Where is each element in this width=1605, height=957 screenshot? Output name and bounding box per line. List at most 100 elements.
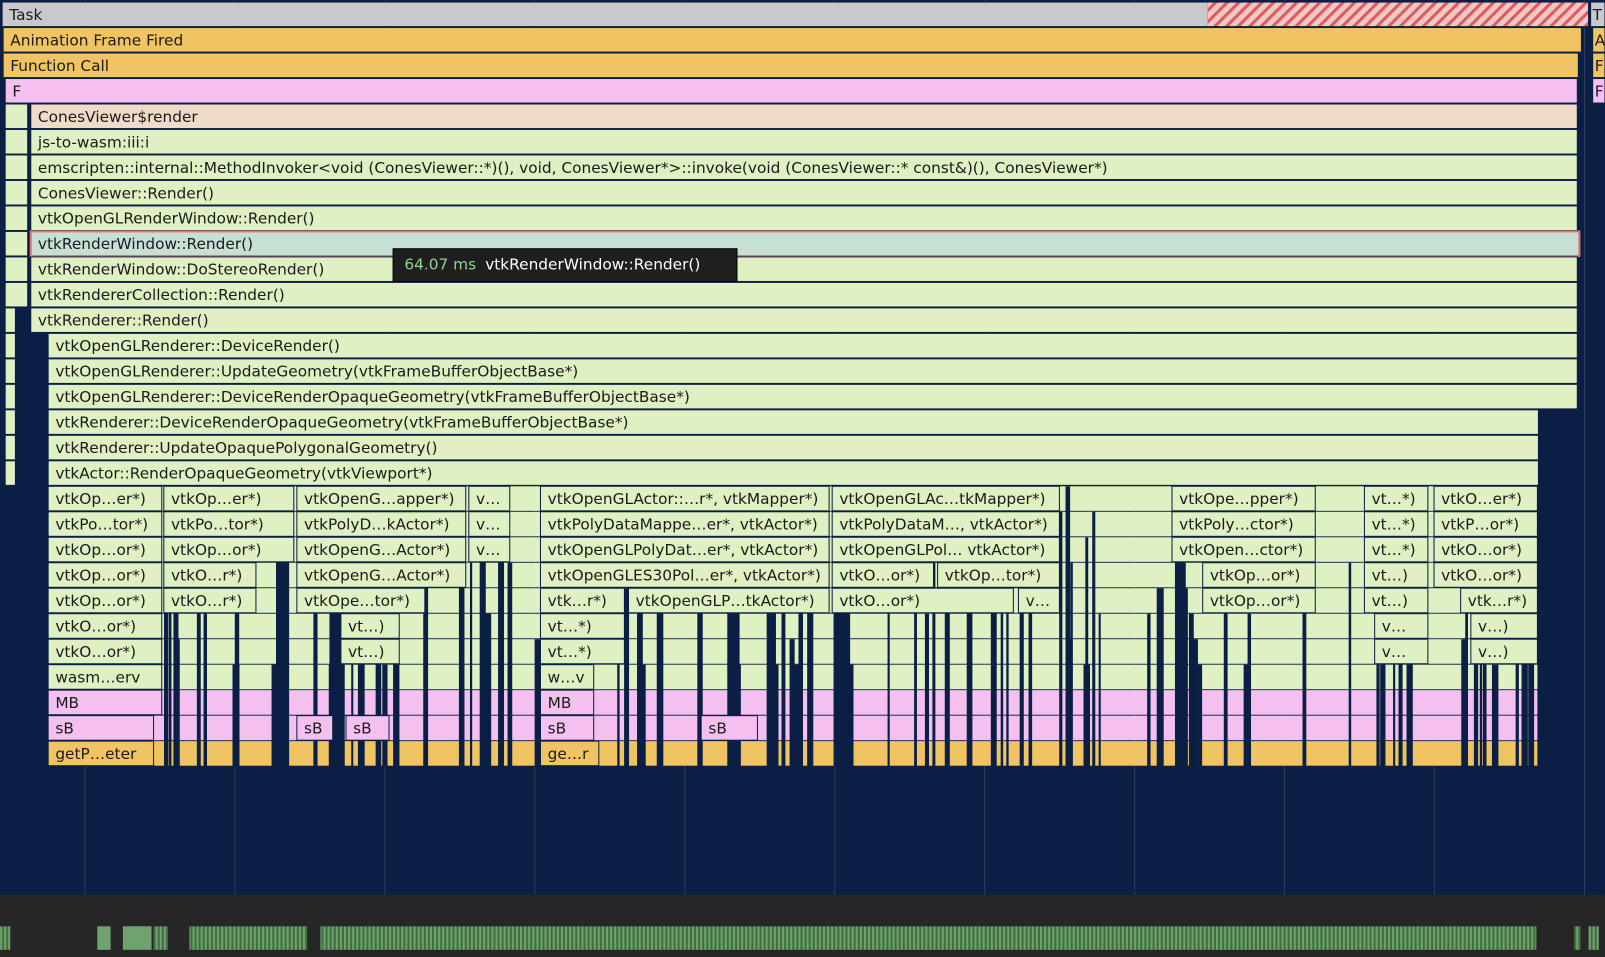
frame[interactable] — [163, 587, 257, 614]
frame[interactable] — [937, 562, 1060, 588]
frame[interactable] — [539, 638, 625, 665]
frame[interactable] — [30, 103, 1578, 130]
frame[interactable] — [1171, 485, 1316, 512]
frame[interactable] — [47, 485, 163, 512]
frame[interactable] — [296, 587, 426, 614]
frame-label: vtkP…or*) — [1441, 516, 1519, 534]
long-task-marker — [1207, 2, 1589, 27]
frame[interactable] — [539, 689, 595, 716]
frame[interactable] — [30, 256, 1578, 282]
frame[interactable] — [539, 587, 625, 614]
frame[interactable] — [1433, 536, 1538, 563]
frame[interactable] — [539, 715, 595, 741]
frame[interactable] — [1433, 485, 1538, 512]
frame[interactable] — [1433, 511, 1538, 537]
frame-stub — [4, 179, 29, 206]
frame[interactable] — [30, 128, 1578, 155]
frame[interactable] — [1363, 536, 1429, 563]
frame[interactable] — [163, 511, 295, 537]
frame[interactable] — [539, 485, 830, 512]
frame[interactable] — [47, 613, 163, 639]
frame[interactable] — [47, 536, 163, 563]
frame-gap — [234, 537, 240, 767]
frame[interactable] — [30, 205, 1578, 232]
frame[interactable] — [47, 638, 163, 665]
frame[interactable] — [1470, 638, 1538, 665]
frame[interactable] — [627, 587, 830, 614]
frame[interactable] — [47, 715, 155, 741]
frame[interactable] — [47, 409, 1539, 435]
frame[interactable] — [1470, 613, 1538, 639]
frame[interactable] — [4, 77, 1578, 104]
frame[interactable] — [47, 587, 163, 614]
frame[interactable] — [30, 281, 1578, 308]
frame[interactable] — [539, 613, 625, 639]
frame[interactable] — [539, 511, 830, 537]
frame[interactable] — [1017, 587, 1060, 614]
frame[interactable] — [1433, 562, 1538, 588]
frame[interactable] — [47, 460, 1539, 486]
frame[interactable] — [296, 485, 467, 512]
frame[interactable] — [539, 562, 830, 588]
frame[interactable] — [30, 307, 1578, 333]
frame[interactable] — [2, 27, 1582, 53]
frame[interactable] — [47, 562, 163, 588]
frame[interactable] — [30, 179, 1578, 206]
frame[interactable] — [1202, 562, 1316, 588]
frame[interactable] — [340, 638, 400, 665]
frame[interactable] — [2, 52, 1579, 79]
frame-gap — [807, 511, 814, 767]
frame[interactable] — [1, 1, 1590, 28]
frame[interactable] — [831, 587, 1014, 614]
frame[interactable] — [831, 562, 935, 588]
frame[interactable] — [47, 511, 163, 537]
frame[interactable] — [468, 511, 511, 537]
frame[interactable] — [831, 536, 1060, 563]
frame[interactable] — [163, 485, 295, 512]
frame[interactable] — [539, 536, 830, 563]
frame[interactable] — [831, 485, 1060, 512]
frame[interactable] — [163, 562, 257, 588]
frame[interactable] — [468, 485, 511, 512]
frame[interactable] — [340, 613, 400, 639]
frame[interactable] — [345, 715, 390, 741]
frame[interactable] — [1171, 511, 1316, 537]
frame[interactable] — [47, 740, 155, 767]
frame[interactable] — [296, 715, 334, 741]
frame-gap — [944, 511, 950, 767]
frame[interactable] — [1363, 511, 1429, 537]
frame[interactable] — [539, 664, 595, 690]
frame[interactable] — [1363, 587, 1429, 614]
frame[interactable] — [1363, 485, 1429, 512]
frame[interactable] — [1460, 587, 1538, 614]
frame[interactable] — [296, 511, 467, 537]
frame[interactable] — [47, 434, 1539, 461]
frame[interactable] — [47, 689, 163, 716]
frame[interactable] — [1171, 536, 1316, 563]
frame-label: vtkO…or*) — [55, 643, 136, 661]
frame[interactable] — [1202, 587, 1316, 614]
frame[interactable] — [47, 332, 1578, 359]
frame[interactable] — [29, 230, 1581, 258]
frame[interactable] — [30, 154, 1578, 181]
frame[interactable] — [296, 562, 467, 588]
frame[interactable] — [47, 383, 1578, 410]
frame-label: F — [1595, 82, 1604, 100]
frame[interactable] — [163, 536, 295, 563]
frame[interactable] — [700, 715, 758, 741]
frame[interactable] — [831, 511, 1060, 537]
frame[interactable] — [47, 358, 1578, 384]
frame-gap — [338, 613, 345, 767]
frame-label: ge…r — [548, 745, 590, 763]
frame[interactable] — [47, 664, 163, 690]
frame-stub — [4, 460, 16, 486]
flame-rows[interactable]: Task T Animation Frame Fired A Function Call… — [1, 1, 1605, 767]
frame[interactable] — [1374, 613, 1429, 639]
frame[interactable] — [1363, 562, 1429, 588]
frame[interactable] — [468, 536, 511, 563]
task-fill — [2, 2, 1208, 27]
frame[interactable] — [296, 536, 467, 563]
frame-label: vt…*) — [1372, 541, 1416, 559]
frame[interactable] — [539, 740, 600, 767]
frame[interactable] — [1374, 638, 1429, 665]
